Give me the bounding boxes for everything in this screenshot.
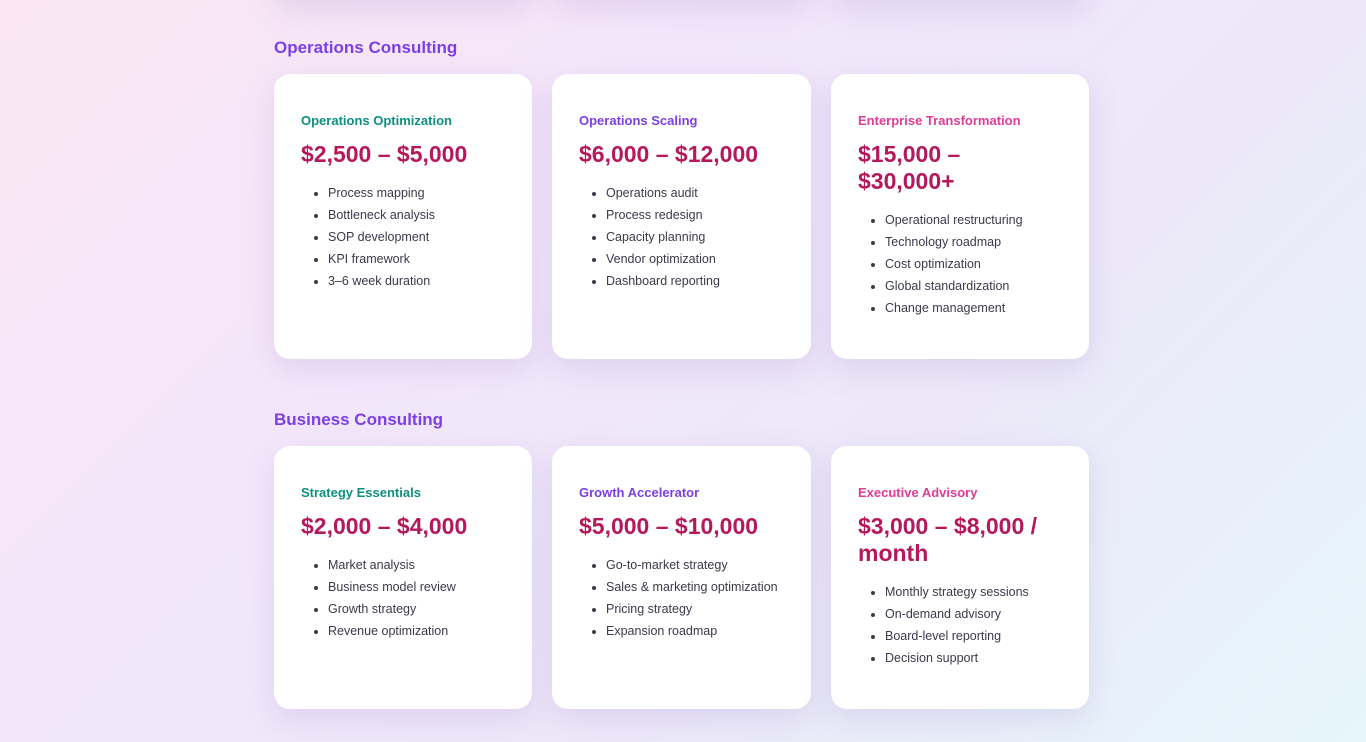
feature-item: Operations audit: [606, 182, 784, 204]
card-title: Operations Optimization: [301, 113, 452, 128]
feature-item: Pricing strategy: [606, 598, 784, 620]
feature-item: SOP development: [328, 226, 505, 248]
feature-item: Capacity planning: [606, 226, 784, 248]
feature-list: Go-to-market strategy Sales & marketing …: [579, 554, 784, 642]
card-title: Executive Advisory: [858, 485, 978, 500]
pricing-card-operations-optimization: Operations Optimization $2,500 – $5,000 …: [274, 74, 532, 359]
pricing-cards: Strategy Essentials $2,000 – $4,000 Mark…: [274, 446, 1089, 709]
feature-item: On-demand advisory: [885, 603, 1062, 625]
card-title: Strategy Essentials: [301, 485, 421, 500]
feature-item: Operational restructuring: [885, 209, 1062, 231]
card-title: Operations Scaling: [579, 113, 698, 128]
feature-item: Revenue optimization: [328, 620, 505, 642]
feature-list: Operations audit Process redesign Capaci…: [579, 182, 784, 292]
feature-list: Operational restructuring Technology roa…: [858, 209, 1062, 319]
feature-item: Technology roadmap: [885, 231, 1062, 253]
card-price: $15,000 – $30,000+: [858, 141, 961, 194]
feature-item: Growth strategy: [328, 598, 505, 620]
feature-item: Board-level reporting: [885, 625, 1062, 647]
operations-consulting-section: Operations Consulting Operations Optimiz…: [274, 36, 1089, 359]
pricing-card-strategy-essentials: Strategy Essentials $2,000 – $4,000 Mark…: [274, 446, 532, 709]
feature-item: Process redesign: [606, 204, 784, 226]
pricing-card-enterprise-transformation: Enterprise Transformation $15,000 – $30,…: [831, 74, 1089, 359]
card-price: $2,000 – $4,000: [301, 513, 468, 539]
feature-item: Go-to-market strategy: [606, 554, 784, 576]
feature-item: Monthly strategy sessions: [885, 581, 1062, 603]
section-title: Operations Consulting: [274, 38, 458, 57]
feature-item: Cost optimization: [885, 253, 1062, 275]
feature-list: Process mapping Bottleneck analysis SOP …: [301, 182, 505, 292]
card-title: Enterprise Transformation: [858, 113, 1021, 128]
feature-item: Change management: [885, 297, 1062, 319]
pricing-card-operations-scaling: Operations Scaling $6,000 – $12,000 Oper…: [552, 74, 811, 359]
feature-item: KPI framework: [328, 248, 505, 270]
feature-item: Expansion roadmap: [606, 620, 784, 642]
feature-item: Global standardization: [885, 275, 1062, 297]
feature-item: Vendor optimization: [606, 248, 784, 270]
feature-item: 3–6 week duration: [328, 270, 505, 292]
pricing-cards: Operations Optimization $2,500 – $5,000 …: [274, 74, 1089, 359]
feature-item: Dashboard reporting: [606, 270, 784, 292]
feature-list: Market analysis Business model review Gr…: [301, 554, 505, 642]
feature-list: Monthly strategy sessions On-demand advi…: [858, 581, 1062, 669]
feature-item: Market analysis: [328, 554, 505, 576]
feature-item: Business model review: [328, 576, 505, 598]
pricing-card-executive-advisory: Executive Advisory $3,000 – $8,000 / mon…: [831, 446, 1089, 709]
business-consulting-section: Business Consulting Strategy Essentials …: [274, 408, 1089, 709]
card-price: $3,000 – $8,000 / month: [858, 513, 1038, 566]
feature-item: Bottleneck analysis: [328, 204, 505, 226]
card-title: Growth Accelerator: [579, 485, 700, 500]
feature-item: Decision support: [885, 647, 1062, 669]
section-title: Business Consulting: [274, 410, 444, 429]
pricing-card-growth-accelerator: Growth Accelerator $5,000 – $10,000 Go-t…: [552, 446, 811, 709]
feature-item: Process mapping: [328, 182, 505, 204]
card-price: $6,000 – $12,000: [579, 141, 759, 167]
card-price: $2,500 – $5,000: [301, 141, 468, 167]
feature-item: Sales & marketing optimization: [606, 576, 784, 598]
card-price: $5,000 – $10,000: [579, 513, 759, 539]
